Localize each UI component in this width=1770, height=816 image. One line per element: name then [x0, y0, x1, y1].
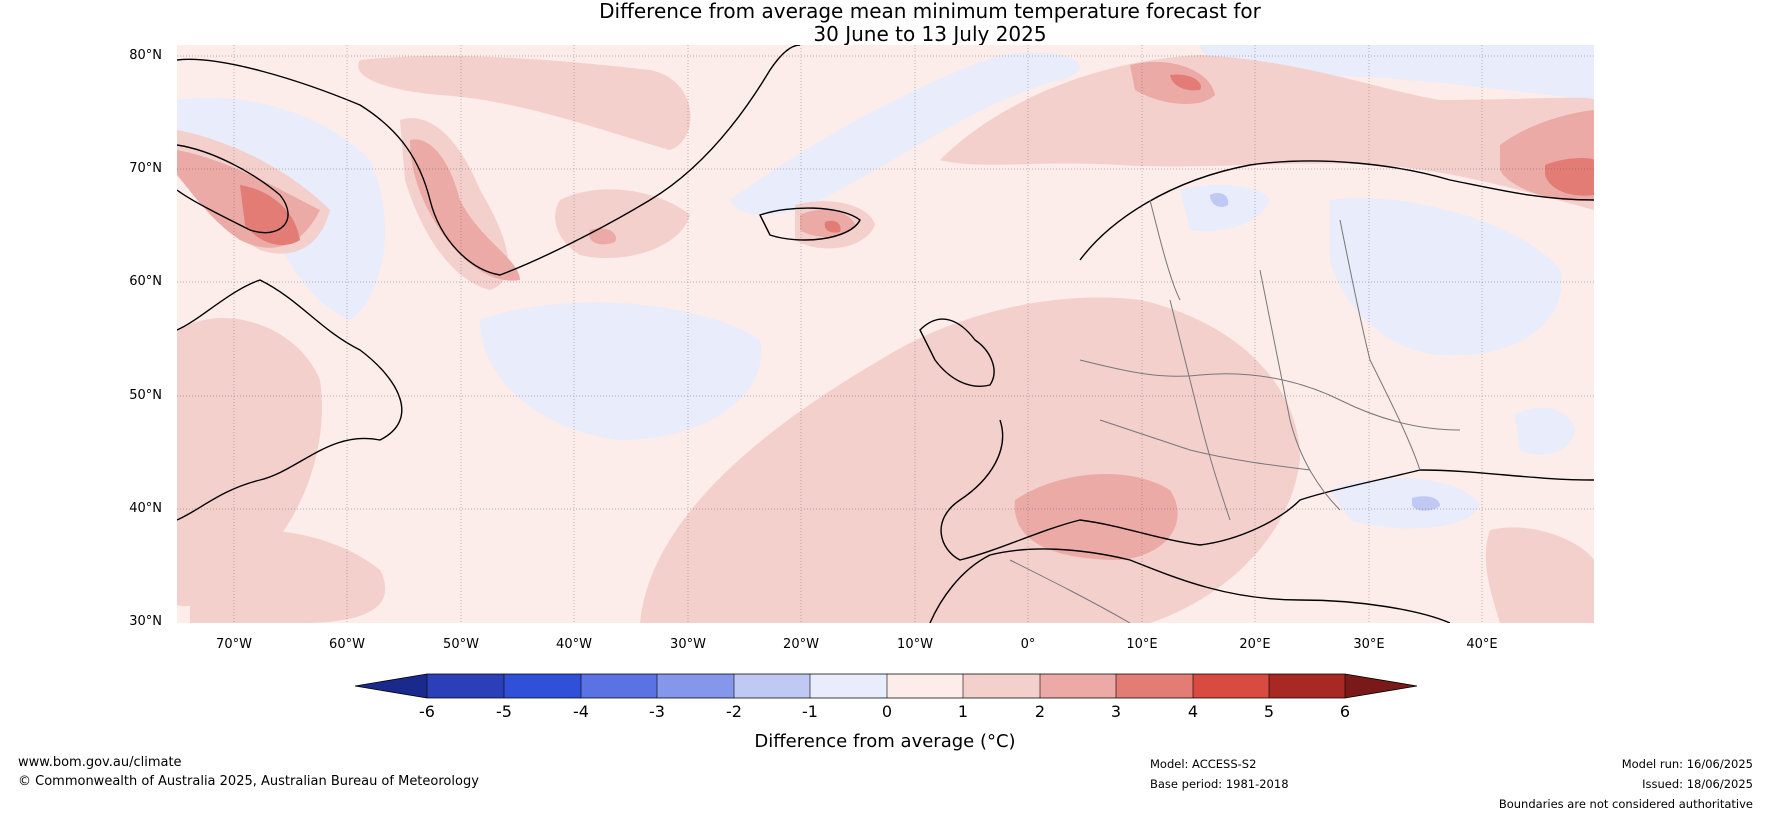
anomaly-neg2-scandinavia: [1210, 193, 1229, 207]
colorbar-segment: [887, 674, 963, 698]
lat-label-80n: 80°N: [129, 48, 162, 63]
border-line-7: [1009, 559, 1131, 623]
anomaly-pos1-greenland-se: [555, 189, 690, 259]
graticule: [177, 45, 1594, 623]
colorbar: [354, 673, 1418, 699]
lat-label-70n: 70°N: [129, 161, 162, 176]
anomaly-pos3-baffin: [240, 185, 300, 245]
lon-label-30e: 30°E: [1353, 637, 1385, 652]
colorbar-extend-low: [355, 674, 427, 698]
colorbar-tick: 4: [1187, 702, 1199, 721]
colorbar-segment: [963, 674, 1040, 698]
colorbar-tick: -3: [649, 702, 665, 721]
lon-label-60w: 60°W: [329, 637, 365, 652]
anomaly-pos1-middle-east: [1485, 527, 1594, 623]
lon-label-70w: 70°W: [216, 637, 252, 652]
lon-label-0: 0°: [1020, 637, 1036, 652]
anomaly-neg-norwegian-sea: [730, 52, 1080, 216]
model-run-date: Model run: 16/06/2025: [1621, 757, 1753, 771]
coastline-baffin: [177, 144, 289, 234]
coastline-north-america: [177, 279, 403, 521]
country-borders: [1009, 199, 1461, 623]
anomaly-neg-russia: [1330, 198, 1562, 356]
anomaly-pos3-svalbard: [1170, 74, 1201, 91]
anomaly-neg-black-sea: [1330, 478, 1480, 529]
coastline-british-isles: [919, 318, 995, 387]
colorbar-tick: -5: [496, 702, 512, 721]
colorbar-segment: [1116, 674, 1193, 698]
anomaly-pos2-mediterranean: [1014, 473, 1178, 560]
colorbar-label: Difference from average (°C): [754, 731, 1016, 752]
colorbar-segment: [427, 674, 504, 698]
coastline-scandinavia: [1079, 160, 1594, 261]
border-line-3: [1259, 269, 1341, 511]
anomaly-pos1-nordic: [940, 55, 1594, 210]
anomaly-field: [177, 45, 1594, 623]
coastline-north-africa: [929, 548, 1451, 623]
colorbar-segment: [1193, 674, 1269, 698]
anomaly-pos3-barents: [1545, 157, 1594, 196]
anomaly-pos3-iceland: [824, 220, 841, 233]
anomaly-pos1-atlantic-sw: [190, 530, 386, 623]
anomaly-neg2-black-sea: [1412, 496, 1440, 511]
colorbar-tick: -1: [802, 702, 818, 721]
lat-label-40n: 40°N: [129, 501, 162, 516]
issued-date: Issued: 18/06/2025: [1642, 777, 1753, 791]
colorbar-tick: 6: [1339, 702, 1351, 721]
lon-label-20e: 20°E: [1239, 637, 1271, 652]
anomaly-pos1-greenland-north: [358, 55, 691, 150]
colorbar-extend-high: [1345, 674, 1417, 698]
colorbar-tick: 3: [1110, 702, 1122, 721]
copyright-notice: © Commonwealth of Australia 2025, Austra…: [18, 774, 479, 789]
anomaly-neg-scandinavia: [1180, 184, 1270, 232]
model-name: Model: ACCESS-S2: [1150, 757, 1257, 771]
colorbar-segment: [581, 674, 657, 698]
lon-label-40w: 40°W: [556, 637, 592, 652]
border-line-2: [1169, 299, 1231, 521]
colorbar-tick: 1: [957, 702, 969, 721]
anomaly-pos2-svalbard: [1130, 61, 1215, 105]
border-line-4: [1339, 219, 1421, 471]
colorbar-segment: [1040, 674, 1116, 698]
anomaly-pos2-greenland-se: [589, 228, 616, 245]
border-line-1: [1079, 359, 1461, 431]
lon-label-10e: 10°E: [1126, 637, 1158, 652]
coastline-iceland: [759, 207, 861, 241]
border-line-6: [1149, 199, 1181, 301]
website-url: www.bom.gov.au/climate: [18, 755, 182, 770]
colorbar-segment: [657, 674, 734, 698]
lat-label-30n: 30°N: [129, 614, 162, 629]
colorbar-tick: 5: [1263, 702, 1275, 721]
anomaly-neg-arctic: [1200, 45, 1594, 100]
lon-label-50w: 50°W: [443, 637, 479, 652]
lon-label-30w: 30°W: [670, 637, 706, 652]
anomaly-pos2-greenland-sw: [410, 139, 520, 281]
anomaly-neg-atlantic: [480, 302, 761, 440]
colorbar-segment: [504, 674, 581, 698]
lat-label-50n: 50°N: [129, 388, 162, 403]
anomaly-neg-caspian: [1515, 407, 1575, 455]
map-title-line1: Difference from average mean minimum tem…: [599, 0, 1261, 23]
colorbar-tick: 2: [1034, 702, 1046, 721]
colorbar-tick: 0: [881, 702, 893, 721]
map-title-line2: 30 June to 13 July 2025: [813, 22, 1047, 46]
base-period: Base period: 1981-2018: [1150, 777, 1289, 791]
lon-label-20w: 20°W: [783, 637, 819, 652]
lat-label-60n: 60°N: [129, 274, 162, 289]
lon-label-10w: 10°W: [897, 637, 933, 652]
colorbar-tick: -4: [573, 702, 589, 721]
colorbar-tick: -2: [726, 702, 742, 721]
boundaries-disclaimer: Boundaries are not considered authoritat…: [1498, 797, 1753, 811]
lon-label-40e: 40°E: [1466, 637, 1498, 652]
colorbar-tick: -6: [419, 702, 435, 721]
colorbar-segment: [810, 674, 887, 698]
border-line-5: [1099, 419, 1311, 471]
colorbar-segment: [1269, 674, 1345, 698]
colorbar-segment: [734, 674, 810, 698]
